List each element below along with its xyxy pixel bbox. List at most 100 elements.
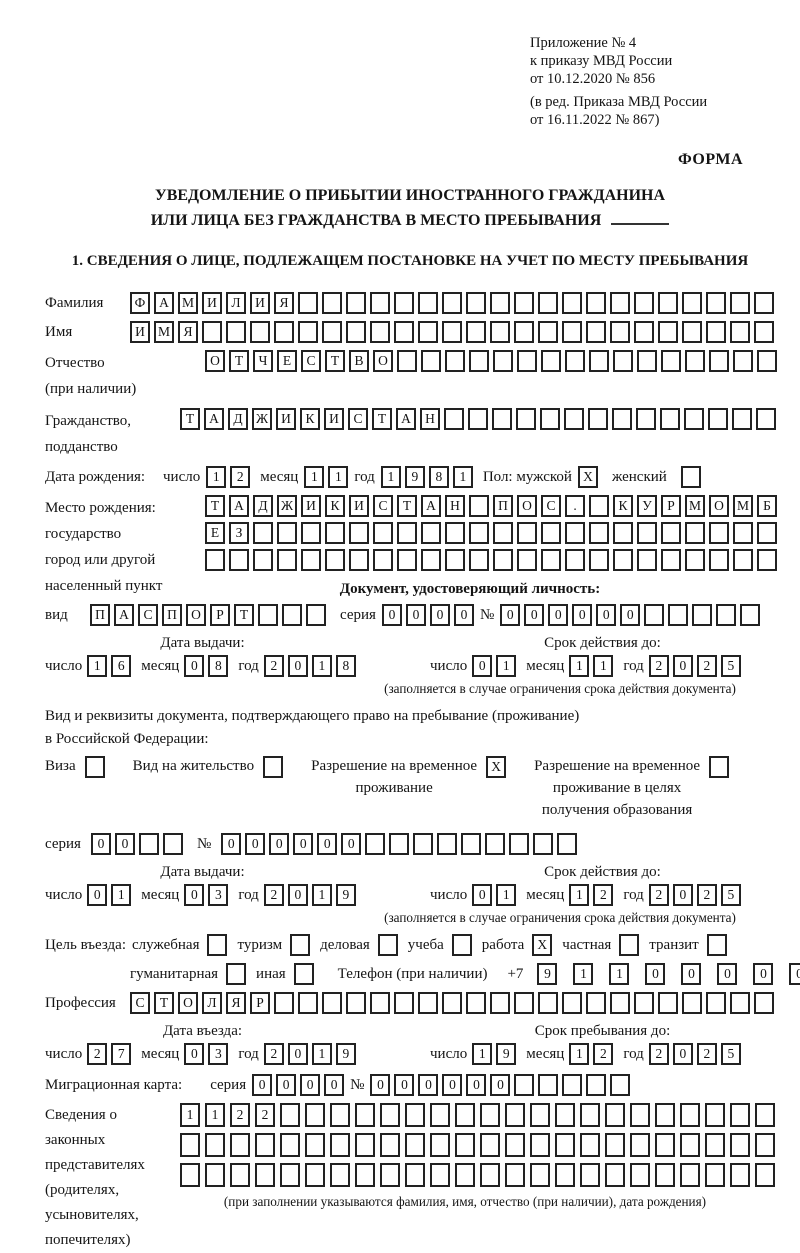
form-cell[interactable] [492, 408, 512, 430]
form-cell[interactable] [389, 833, 410, 855]
purpose-work-checkbox[interactable]: X [532, 934, 553, 956]
form-cell[interactable]: 1 [609, 963, 630, 985]
form-cell[interactable]: О [205, 350, 225, 372]
form-cell[interactable] [325, 549, 345, 571]
form-cell[interactable] [685, 350, 705, 372]
form-cell[interactable] [418, 992, 438, 1014]
form-cell[interactable]: 1 [452, 466, 473, 488]
form-cell[interactable] [418, 292, 438, 314]
form-cell[interactable]: Ч [253, 350, 273, 372]
form-cell[interactable]: Б [757, 495, 777, 517]
form-cell[interactable]: 1 [380, 466, 401, 488]
form-cell[interactable] [230, 1163, 250, 1187]
form-cell[interactable]: 0 [114, 833, 135, 855]
form-cell[interactable] [370, 321, 390, 343]
form-cell[interactable] [301, 522, 321, 544]
form-cell[interactable]: К [300, 408, 320, 430]
form-cell[interactable] [517, 522, 537, 544]
form-cell[interactable] [692, 604, 713, 626]
form-cell[interactable] [655, 1133, 675, 1157]
form-cell[interactable]: Л [226, 292, 246, 314]
form-cell[interactable] [660, 408, 680, 430]
form-cell[interactable]: 0 [472, 884, 493, 906]
form-cell[interactable] [517, 549, 537, 571]
form-cell[interactable]: А [154, 292, 174, 314]
form-cell[interactable]: 2 [696, 1043, 717, 1065]
form-cell[interactable]: 0 [490, 1074, 511, 1096]
form-cell[interactable] [205, 1133, 225, 1157]
form-cell[interactable] [373, 522, 393, 544]
form-cell[interactable] [301, 549, 321, 571]
form-cell[interactable] [706, 992, 726, 1014]
form-cell[interactable] [365, 833, 386, 855]
form-cell[interactable] [305, 1163, 325, 1187]
form-cell[interactable] [612, 408, 632, 430]
form-cell[interactable] [755, 1163, 775, 1187]
form-cell[interactable]: С [348, 408, 368, 430]
form-cell[interactable]: 2 [593, 1043, 614, 1065]
form-cell[interactable] [530, 1163, 550, 1187]
form-cell[interactable]: 0 [287, 1043, 308, 1065]
form-cell[interactable]: 9 [335, 1043, 356, 1065]
form-cell[interactable]: Ф [130, 292, 150, 314]
form-cell[interactable]: 7 [111, 1043, 132, 1065]
form-cell[interactable]: С [301, 350, 321, 372]
form-cell[interactable] [613, 549, 633, 571]
form-cell[interactable] [680, 1133, 700, 1157]
form-cell[interactable]: 2 [696, 655, 717, 677]
form-cell[interactable] [730, 992, 750, 1014]
form-cell[interactable]: 0 [90, 833, 111, 855]
form-cell[interactable] [180, 1133, 200, 1157]
form-cell[interactable]: П [90, 604, 110, 626]
form-cell[interactable]: 1 [496, 655, 517, 677]
form-cell[interactable] [754, 292, 774, 314]
form-cell[interactable] [490, 292, 510, 314]
form-cell[interactable] [469, 549, 489, 571]
form-cell[interactable]: 1 [573, 963, 594, 985]
form-cell[interactable] [706, 292, 726, 314]
form-cell[interactable] [493, 350, 513, 372]
form-cell[interactable]: 0 [317, 833, 338, 855]
form-cell[interactable]: 0 [789, 963, 800, 985]
form-cell[interactable] [282, 604, 302, 626]
form-cell[interactable] [490, 321, 510, 343]
form-cell[interactable] [555, 1103, 575, 1127]
form-cell[interactable] [541, 522, 561, 544]
form-cell[interactable]: 0 [276, 1074, 297, 1096]
form-cell[interactable]: 1 [569, 884, 590, 906]
form-cell[interactable]: 0 [184, 884, 205, 906]
form-cell[interactable] [589, 549, 609, 571]
form-cell[interactable]: 0 [300, 1074, 321, 1096]
form-cell[interactable] [740, 604, 761, 626]
form-cell[interactable] [644, 604, 665, 626]
form-cell[interactable]: В [349, 350, 369, 372]
form-cell[interactable] [322, 292, 342, 314]
form-cell[interactable] [589, 522, 609, 544]
form-cell[interactable] [586, 321, 606, 343]
form-cell[interactable]: Я [178, 321, 198, 343]
form-cell[interactable] [180, 1163, 200, 1187]
form-cell[interactable] [730, 292, 750, 314]
form-cell[interactable]: Л [202, 992, 222, 1014]
form-cell[interactable] [756, 408, 776, 430]
form-cell[interactable] [253, 549, 273, 571]
form-cell[interactable] [733, 350, 753, 372]
form-cell[interactable]: 0 [717, 963, 738, 985]
form-cell[interactable] [322, 992, 342, 1014]
form-cell[interactable] [684, 408, 704, 430]
form-cell[interactable] [330, 1163, 350, 1187]
form-cell[interactable] [397, 350, 417, 372]
form-cell[interactable] [730, 1103, 750, 1127]
form-cell[interactable] [162, 833, 183, 855]
form-cell[interactable] [480, 1163, 500, 1187]
form-cell[interactable]: И [250, 292, 270, 314]
form-cell[interactable] [655, 1163, 675, 1187]
form-cell[interactable] [445, 522, 465, 544]
form-cell[interactable]: Я [226, 992, 246, 1014]
form-cell[interactable] [509, 833, 530, 855]
form-cell[interactable] [613, 522, 633, 544]
form-cell[interactable] [757, 350, 777, 372]
form-cell[interactable] [490, 992, 510, 1014]
form-cell[interactable] [605, 1133, 625, 1157]
form-cell[interactable] [682, 992, 702, 1014]
